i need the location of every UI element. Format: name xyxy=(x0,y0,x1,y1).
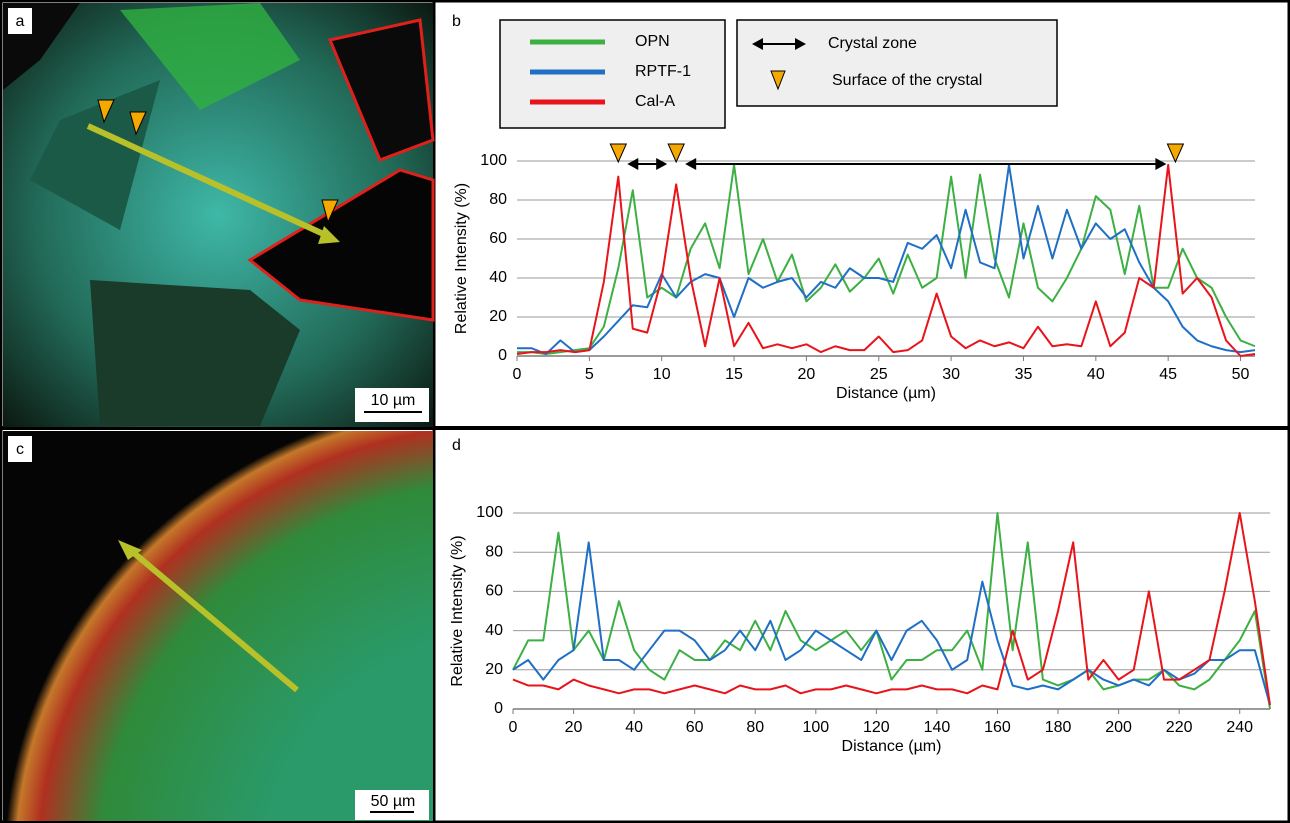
panel-label: b xyxy=(452,13,461,30)
x-tick-label: 100 xyxy=(802,719,829,736)
series-line xyxy=(517,163,1256,356)
y-tick-label: 0 xyxy=(494,700,503,717)
panel-label: d xyxy=(452,437,461,454)
x-tick-label: 20 xyxy=(565,719,583,736)
arrow-head xyxy=(627,158,639,170)
legend-label: Cal-A xyxy=(635,93,675,110)
legend-label: RPTF-1 xyxy=(635,63,691,80)
x-tick-label: 10 xyxy=(653,366,671,383)
series-line xyxy=(512,512,1271,706)
series-line xyxy=(517,163,1256,356)
scale-bar-label: 50 µm xyxy=(371,793,416,810)
arrow-head xyxy=(685,158,697,170)
x-tick-label: 240 xyxy=(1226,719,1253,736)
legend-label: OPN xyxy=(635,33,670,50)
panel-label: c xyxy=(16,441,24,458)
x-tick-label: 120 xyxy=(863,719,890,736)
y-axis-title: Relative Intensity (%) xyxy=(449,535,466,686)
x-tick-label: 220 xyxy=(1166,719,1193,736)
x-tick-label: 140 xyxy=(924,719,951,736)
arrow-head xyxy=(752,38,763,50)
surface-marker xyxy=(609,143,628,164)
arrow-head xyxy=(656,158,668,170)
y-tick-label: 100 xyxy=(476,504,503,521)
y-tick-label: 0 xyxy=(498,347,507,364)
y-tick-label: 60 xyxy=(485,583,503,600)
x-tick-label: 80 xyxy=(746,719,764,736)
x-tick-label: 5 xyxy=(585,366,594,383)
x-tick-label: 25 xyxy=(870,366,888,383)
legend-label: Surface of the crystal xyxy=(832,72,982,89)
y-tick-label: 80 xyxy=(485,543,503,560)
micrograph-a xyxy=(3,3,435,427)
x-axis-title: Distance (µm) xyxy=(836,385,936,402)
y-tick-label: 40 xyxy=(485,622,503,639)
micrograph-c xyxy=(3,431,433,821)
legend-box xyxy=(736,19,1058,107)
x-tick-label: 60 xyxy=(686,719,704,736)
y-tick-label: 80 xyxy=(489,191,507,208)
x-tick-label: 20 xyxy=(798,366,816,383)
x-tick-label: 0 xyxy=(509,719,518,736)
x-tick-label: 40 xyxy=(1087,366,1105,383)
arrow-head xyxy=(1155,158,1167,170)
y-tick-label: 20 xyxy=(489,308,507,325)
x-tick-label: 50 xyxy=(1232,366,1250,383)
surface-marker xyxy=(1166,143,1185,164)
x-tick-label: 35 xyxy=(1015,366,1033,383)
x-tick-label: 200 xyxy=(1105,719,1132,736)
y-tick-label: 100 xyxy=(480,152,507,169)
scale-bar-label: 10 µm xyxy=(371,392,416,409)
y-tick-label: 60 xyxy=(489,230,507,247)
series-line xyxy=(512,541,1271,706)
arrow-head xyxy=(795,38,806,50)
series-line xyxy=(516,163,1256,357)
surface-marker xyxy=(667,143,685,164)
legend-marker xyxy=(770,70,786,91)
legend-label: Crystal zone xyxy=(828,35,917,52)
x-tick-label: 30 xyxy=(942,366,960,383)
y-tick-label: 40 xyxy=(489,269,507,286)
x-axis-title: Distance (µm) xyxy=(842,738,942,755)
x-tick-label: 15 xyxy=(725,366,743,383)
x-tick-label: 160 xyxy=(984,719,1011,736)
x-tick-label: 0 xyxy=(513,366,522,383)
x-tick-label: 40 xyxy=(625,719,643,736)
y-tick-label: 20 xyxy=(485,661,503,678)
series-line xyxy=(512,512,1271,710)
panel-label: a xyxy=(16,13,25,30)
y-axis-title: Relative Intensity (%) xyxy=(453,183,470,334)
x-tick-label: 180 xyxy=(1045,719,1072,736)
x-tick-label: 45 xyxy=(1159,366,1177,383)
